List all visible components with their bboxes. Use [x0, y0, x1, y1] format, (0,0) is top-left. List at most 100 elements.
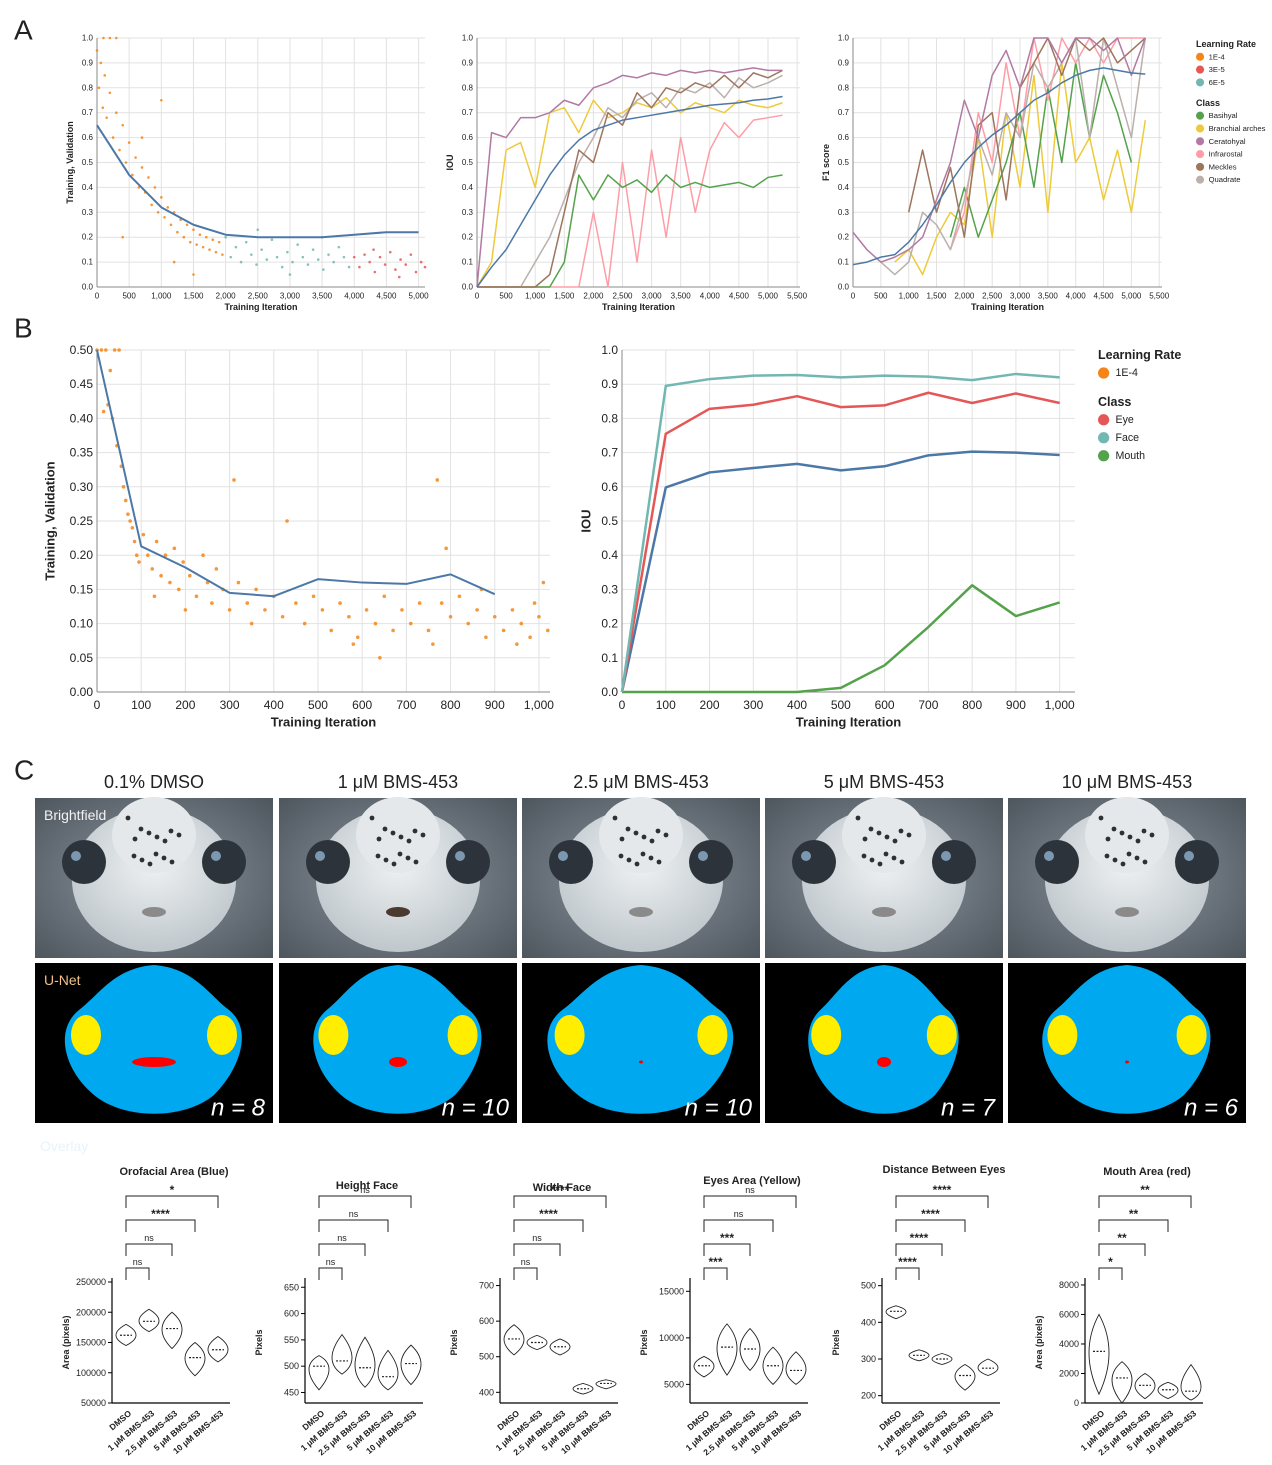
- scatter-point: [185, 223, 189, 227]
- scatter-point: [537, 614, 541, 619]
- legend-label: 3E-5: [1209, 65, 1225, 74]
- x-tick-label: 500: [874, 292, 888, 301]
- x-tick-label: 700: [918, 698, 938, 712]
- y-tick-label: 200000: [76, 1307, 106, 1317]
- violin-body: [885, 1305, 907, 1320]
- scatter-point: [104, 348, 108, 352]
- series-line: [852, 67, 1146, 266]
- scatter-point: [327, 253, 330, 256]
- scatter-point: [192, 228, 195, 232]
- photo-speckle: [131, 853, 137, 859]
- y-tick-label: 500: [479, 1352, 494, 1362]
- scatter-point: [431, 642, 435, 646]
- y-axis-label: Area (pixels): [61, 1315, 71, 1369]
- x-axis-label: Training Iteration: [602, 302, 675, 312]
- photo-eye-shine: [315, 851, 325, 861]
- photo-eye-shine: [558, 851, 568, 861]
- y-tick-label: 0.1: [462, 258, 474, 267]
- scatter-point: [159, 573, 163, 578]
- series-line: [620, 372, 1060, 693]
- column-header: 0.1% DMSO: [104, 772, 204, 792]
- x-tick-label: 3,000: [280, 292, 301, 301]
- scatter-point: [338, 601, 342, 605]
- violin-body: [977, 1358, 999, 1376]
- chart-title: Distance Between Eyes: [883, 1164, 1006, 1176]
- scatter-point: [311, 594, 316, 599]
- significance-label: *: [1108, 1255, 1113, 1269]
- scatter-point: [150, 203, 153, 207]
- significance-label: ns: [734, 1209, 744, 1219]
- scatter-point: [176, 587, 181, 592]
- significance-label: **: [1129, 1207, 1139, 1221]
- scatter-point: [198, 233, 202, 237]
- scatter-point: [195, 243, 198, 246]
- scatter-point: [103, 74, 107, 77]
- x-tick-label: 300: [220, 698, 240, 712]
- significance-label: ****: [910, 1231, 929, 1245]
- violin-body: [526, 1334, 548, 1351]
- scatter-point: [127, 141, 131, 144]
- photo-speckle: [1120, 861, 1126, 867]
- chart-title: Mouth Area (red): [1103, 1166, 1191, 1178]
- legend-label: Branchial arches: [1209, 124, 1266, 133]
- significance-label: ****: [898, 1255, 917, 1269]
- scatter-point: [156, 211, 160, 214]
- photo-eye: [62, 840, 106, 884]
- x-tick-label: 500: [122, 292, 136, 301]
- x-tick-label: 0: [851, 292, 856, 301]
- x-tick-label: 4,000: [344, 292, 365, 301]
- photo-speckle: [1098, 815, 1104, 821]
- scatter-point: [201, 553, 205, 557]
- mask-mouth: [877, 1057, 891, 1067]
- scatter-point: [130, 526, 135, 530]
- photo-speckle: [382, 826, 388, 832]
- scatter-point: [541, 580, 546, 585]
- scatter-point: [263, 608, 267, 612]
- violin-body: [549, 1338, 571, 1356]
- legend-label: 1E-4: [1116, 367, 1139, 379]
- photo-speckle: [862, 836, 868, 842]
- photo-speckle: [883, 851, 889, 857]
- chart-title: Orofacial Area (Blue): [119, 1166, 228, 1178]
- scatter-point: [245, 601, 250, 605]
- photo-speckle: [891, 855, 897, 861]
- y-tick-label: 0.5: [601, 514, 618, 528]
- scatter-point: [114, 111, 118, 114]
- y-tick-label: 0.8: [462, 83, 474, 92]
- y-tick-label: 200: [861, 1391, 876, 1401]
- x-tick-label: 800: [962, 698, 982, 712]
- photo-speckle: [176, 832, 182, 838]
- photo-mouth: [386, 907, 410, 917]
- y-tick-label: 0.10: [70, 617, 94, 631]
- x-tick-label: 2,500: [248, 292, 269, 301]
- photo-speckle: [147, 861, 153, 867]
- y-axis-label: Area (pixels): [1034, 1315, 1044, 1369]
- scatter-point: [102, 36, 105, 40]
- y-tick-label: 6000: [1059, 1309, 1079, 1319]
- significance-bracket: [703, 1267, 728, 1280]
- photo-speckle: [1105, 836, 1111, 842]
- mask-eye: [811, 1015, 842, 1055]
- y-tick-label: 0.0: [838, 283, 850, 292]
- scatter-point: [234, 245, 238, 249]
- photo-eye-shine: [1044, 851, 1054, 861]
- x-tick-label: 1,000: [524, 698, 554, 712]
- scatter-point: [154, 539, 159, 544]
- y-tick-label: 100000: [76, 1368, 106, 1378]
- x-tick-label: 3,000: [642, 292, 663, 301]
- significance-bracket: [513, 1219, 584, 1232]
- significance-bracket: [318, 1195, 412, 1208]
- scatter-point: [358, 265, 361, 269]
- x-tick-label: 1,000: [151, 292, 172, 301]
- y-tick-label: 0.7: [601, 446, 618, 460]
- y-tick-label: 0.20: [70, 548, 94, 562]
- scatter-point: [249, 621, 254, 626]
- y-tick-label: 400: [861, 1317, 876, 1327]
- y-tick-label: 0.30: [70, 480, 94, 494]
- series-line: [622, 584, 1061, 694]
- scatter-point: [134, 553, 139, 557]
- y-tick-label: 0.0: [462, 283, 474, 292]
- y-tick-label: 150000: [76, 1338, 106, 1348]
- scatter-point: [236, 580, 241, 585]
- photo-head: [1045, 808, 1209, 952]
